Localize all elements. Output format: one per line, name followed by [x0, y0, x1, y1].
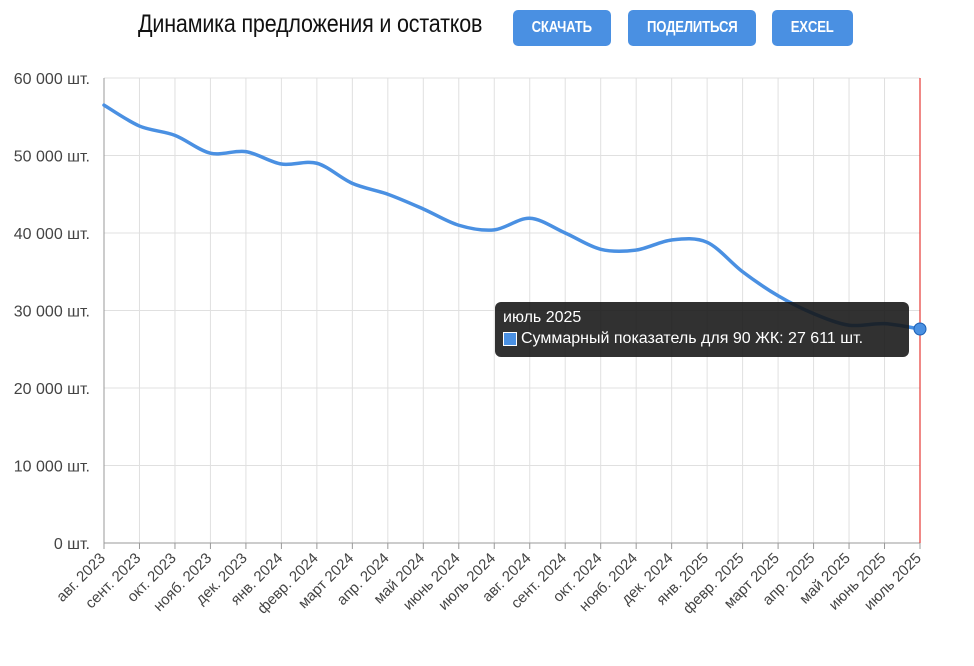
excel-button-label: EXCEL: [791, 19, 834, 36]
tooltip-title: июль 2025: [503, 309, 582, 326]
y-tick-label: 20 000 шт.: [14, 381, 90, 398]
share-button-label: ПОДЕЛИТЬСЯ: [646, 19, 738, 36]
y-tick-label: 0 шт.: [54, 536, 90, 553]
share-button[interactable]: ПОДЕЛИТЬСЯ: [628, 10, 756, 46]
line-chart: 0 шт. 10 000 шт. 20 000 шт. 30 000 шт. 40 00…: [14, 71, 927, 618]
tooltip-value: Суммарный показатель для 90 ЖК: 27 611 ш…: [521, 330, 864, 347]
y-tick-label: 40 000 шт.: [14, 226, 90, 243]
series-group: [102, 103, 927, 336]
series-line: [102, 103, 922, 331]
tooltip-row: Суммарный показатель для 90 ЖК: 27 611 ш…: [503, 328, 901, 350]
y-tick-label: 50 000 шт.: [14, 149, 90, 166]
data-tooltip: июль 2025 Суммарный показатель для 90 ЖК…: [495, 302, 909, 357]
y-tick-label: 60 000 шт.: [14, 71, 90, 88]
excel-button[interactable]: EXCEL: [772, 10, 853, 46]
highlight-point[interactable]: [913, 322, 927, 336]
chart-title: Динамика предложения и остатков: [138, 10, 483, 38]
download-button[interactable]: СКАЧАТЬ: [513, 10, 611, 46]
download-button-label: СКАЧАТЬ: [531, 19, 593, 36]
chart-header: Динамика предложения и остатков СКАЧАТЬ …: [0, 0, 974, 56]
y-tick-label: 10 000 шт.: [14, 459, 90, 476]
series-swatch-icon: [503, 332, 517, 346]
chart-axes: [103, 78, 921, 549]
y-axis-ticks: 0 шт. 10 000 шт. 20 000 шт. 30 000 шт. 40 00…: [14, 71, 90, 553]
y-tick-label: 30 000 шт.: [14, 304, 90, 321]
